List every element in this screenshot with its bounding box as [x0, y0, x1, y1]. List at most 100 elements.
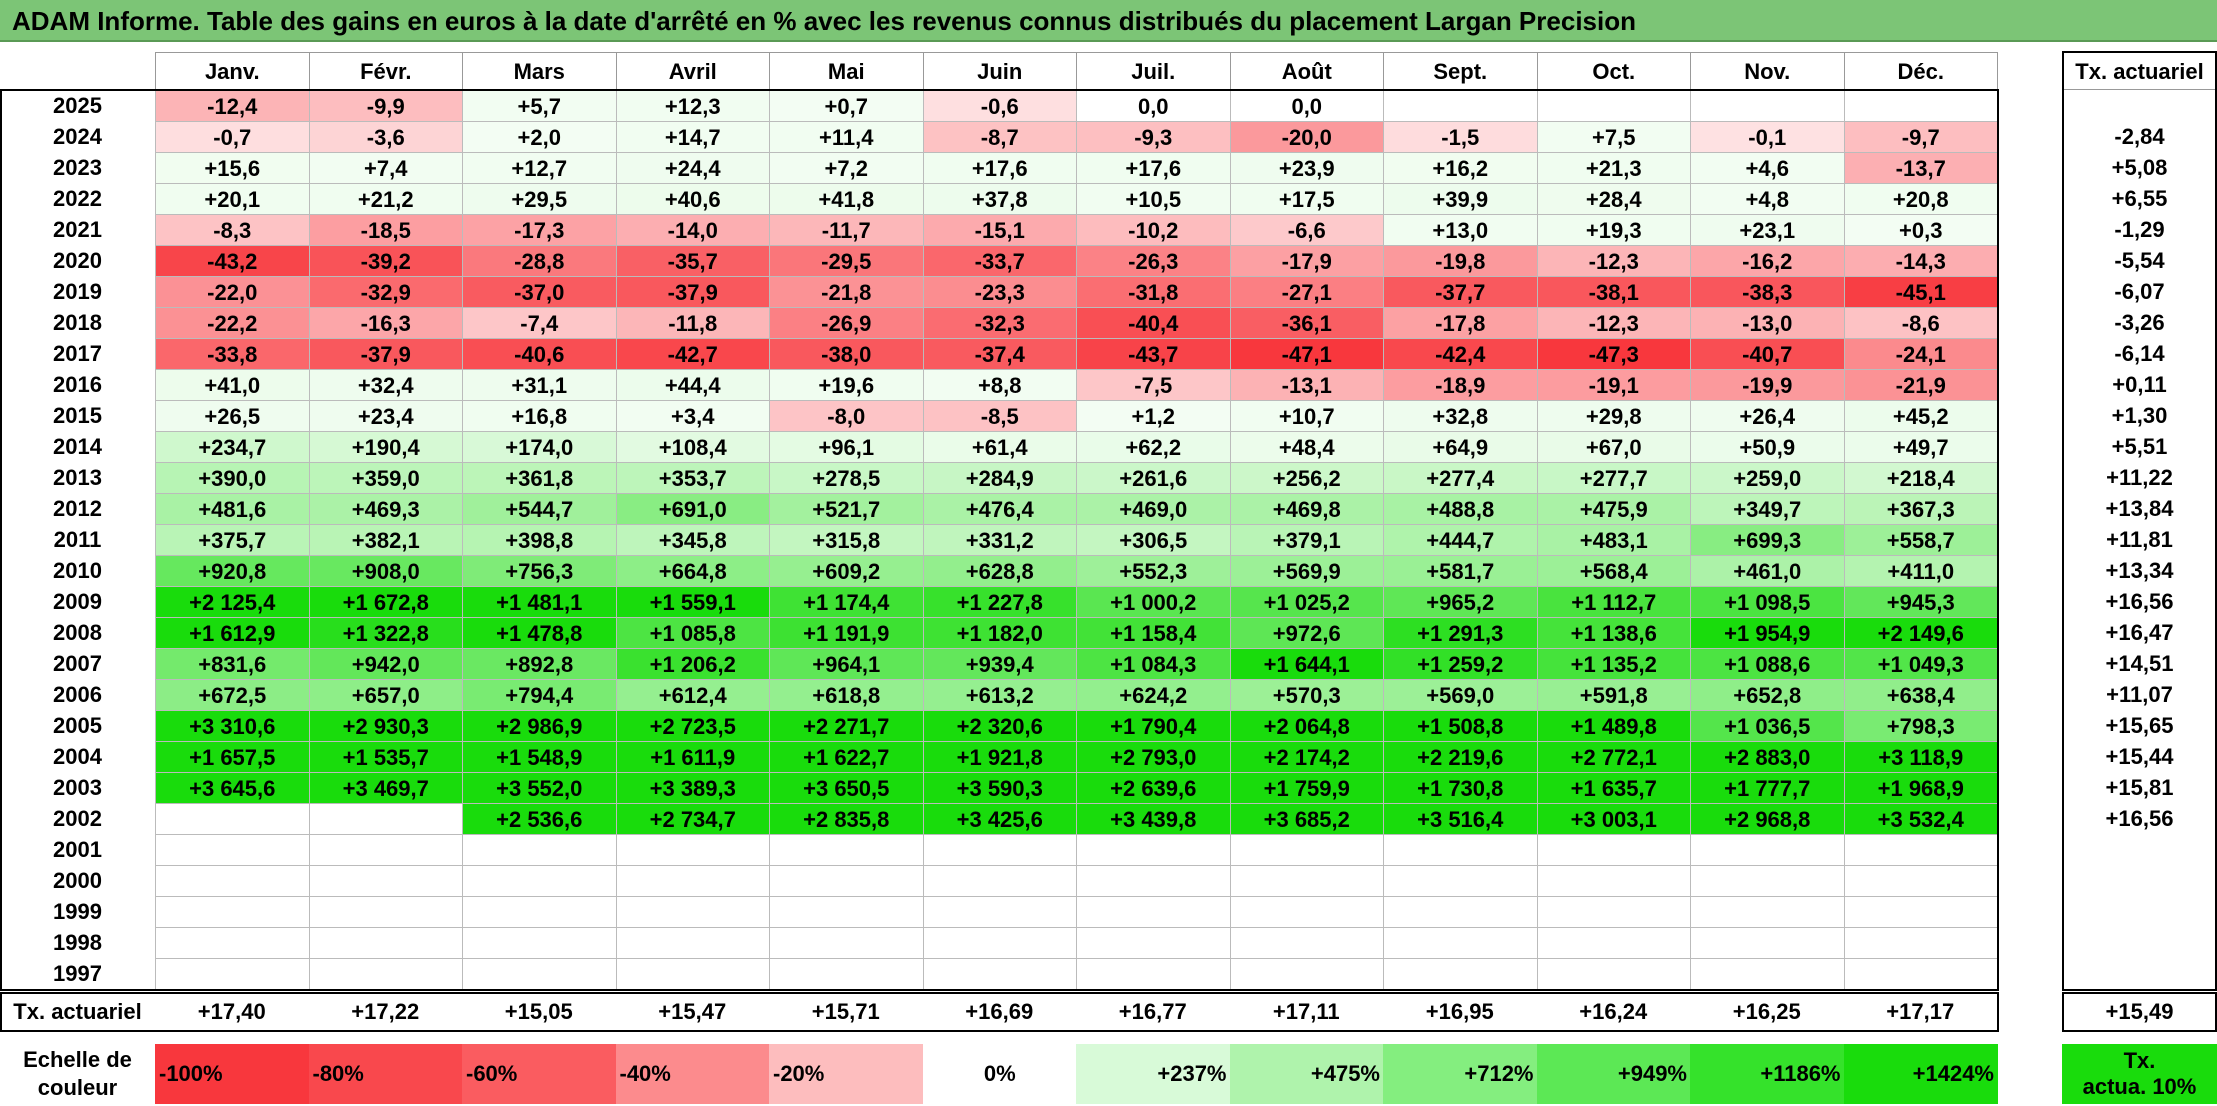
table-cell[interactable]: [308, 896, 463, 928]
table-cell[interactable]: +2 064,8: [1229, 710, 1384, 742]
table-cell[interactable]: +20,8: [1843, 183, 1998, 215]
table-cell[interactable]: -0,1: [1690, 121, 1845, 153]
table-cell[interactable]: [155, 834, 310, 866]
table-cell[interactable]: [922, 958, 1077, 990]
table-cell[interactable]: 0,0: [1076, 90, 1231, 122]
table-cell[interactable]: [922, 927, 1077, 959]
table-cell[interactable]: -10,2: [1076, 214, 1231, 246]
table-cell[interactable]: +1 259,2: [1383, 648, 1538, 680]
table-cell[interactable]: +1 508,8: [1383, 710, 1538, 742]
table-cell[interactable]: +2 883,0: [1690, 741, 1845, 773]
table-cell[interactable]: +1 777,7: [1690, 772, 1845, 804]
table-cell[interactable]: +1 025,2: [1229, 586, 1384, 618]
table-cell[interactable]: +24,4: [615, 152, 770, 184]
table-cell[interactable]: +2 793,0: [1076, 741, 1231, 773]
table-cell[interactable]: +345,8: [615, 524, 770, 556]
table-cell[interactable]: -19,8: [1383, 245, 1538, 277]
table-cell[interactable]: -18,5: [308, 214, 463, 246]
table-cell[interactable]: [922, 865, 1077, 897]
table-cell[interactable]: +174,0: [462, 431, 617, 463]
table-cell[interactable]: +1 612,9: [155, 617, 310, 649]
table-cell[interactable]: [1843, 865, 1998, 897]
table-cell[interactable]: +831,6: [155, 648, 310, 680]
table-cell[interactable]: +1 291,3: [1383, 617, 1538, 649]
table-cell[interactable]: -11,7: [769, 214, 924, 246]
table-cell[interactable]: [1690, 927, 1845, 959]
table-cell[interactable]: -16,2: [1690, 245, 1845, 277]
table-cell[interactable]: [1536, 958, 1691, 990]
table-cell[interactable]: +349,7: [1690, 493, 1845, 525]
table-cell[interactable]: -38,0: [769, 338, 924, 370]
table-cell[interactable]: +664,8: [615, 555, 770, 587]
table-cell[interactable]: [615, 834, 770, 866]
table-cell[interactable]: +1 481,1: [462, 586, 617, 618]
table-cell[interactable]: [1843, 927, 1998, 959]
table-cell[interactable]: -16,3: [308, 307, 463, 339]
table-cell[interactable]: [1076, 834, 1231, 866]
table-cell[interactable]: +21,3: [1536, 152, 1691, 184]
table-cell[interactable]: +14,7: [615, 121, 770, 153]
table-cell[interactable]: -8,0: [769, 400, 924, 432]
table-cell[interactable]: +19,6: [769, 369, 924, 401]
table-cell[interactable]: [1383, 896, 1538, 928]
table-cell[interactable]: +2 723,5: [615, 710, 770, 742]
table-cell[interactable]: +367,3: [1843, 493, 1998, 525]
table-cell[interactable]: +1 322,8: [308, 617, 463, 649]
table-cell[interactable]: [462, 896, 617, 928]
table-cell[interactable]: +3 439,8: [1076, 803, 1231, 835]
table-cell[interactable]: +277,4: [1383, 462, 1538, 494]
table-cell[interactable]: 0,0: [1229, 90, 1384, 122]
table-cell[interactable]: +37,8: [922, 183, 1077, 215]
table-cell[interactable]: [769, 834, 924, 866]
table-cell[interactable]: +359,0: [308, 462, 463, 494]
table-cell[interactable]: +942,0: [308, 648, 463, 680]
table-cell[interactable]: +32,8: [1383, 400, 1538, 432]
table-cell[interactable]: [1076, 927, 1231, 959]
table-cell[interactable]: -9,7: [1843, 121, 1998, 153]
table-cell[interactable]: +1 622,7: [769, 741, 924, 773]
table-cell[interactable]: +1 049,3: [1843, 648, 1998, 680]
table-cell[interactable]: +278,5: [769, 462, 924, 494]
table-cell[interactable]: +552,3: [1076, 555, 1231, 587]
table-cell[interactable]: +1 174,4: [769, 586, 924, 618]
table-cell[interactable]: -47,1: [1229, 338, 1384, 370]
table-cell[interactable]: +31,1: [462, 369, 617, 401]
table-cell[interactable]: -14,3: [1843, 245, 1998, 277]
table-cell[interactable]: -32,3: [922, 307, 1077, 339]
table-cell[interactable]: [1229, 896, 1384, 928]
table-cell[interactable]: +48,4: [1229, 431, 1384, 463]
table-cell[interactable]: [1383, 927, 1538, 959]
table-cell[interactable]: +3 516,4: [1383, 803, 1538, 835]
table-cell[interactable]: +3 650,5: [769, 772, 924, 804]
table-cell[interactable]: +3 425,6: [922, 803, 1077, 835]
table-cell[interactable]: +64,9: [1383, 431, 1538, 463]
table-cell[interactable]: +108,4: [615, 431, 770, 463]
table-cell[interactable]: -19,1: [1536, 369, 1691, 401]
table-cell[interactable]: +1 611,9: [615, 741, 770, 773]
table-cell[interactable]: +638,4: [1843, 679, 1998, 711]
table-cell[interactable]: -39,2: [308, 245, 463, 277]
table-cell[interactable]: [308, 803, 463, 835]
table-cell[interactable]: +190,4: [308, 431, 463, 463]
table-cell[interactable]: +1 657,5: [155, 741, 310, 773]
table-cell[interactable]: [155, 803, 310, 835]
table-cell[interactable]: +2 968,8: [1690, 803, 1845, 835]
table-cell[interactable]: [155, 896, 310, 928]
table-cell[interactable]: +612,4: [615, 679, 770, 711]
table-cell[interactable]: +483,1: [1536, 524, 1691, 556]
table-cell[interactable]: [1536, 896, 1691, 928]
table-cell[interactable]: +613,2: [922, 679, 1077, 711]
table-cell[interactable]: -8,6: [1843, 307, 1998, 339]
table-cell[interactable]: -37,7: [1383, 276, 1538, 308]
table-cell[interactable]: [1229, 834, 1384, 866]
table-cell[interactable]: +23,1: [1690, 214, 1845, 246]
table-cell[interactable]: +7,2: [769, 152, 924, 184]
table-cell[interactable]: +1 088,6: [1690, 648, 1845, 680]
table-cell[interactable]: [1843, 90, 1998, 122]
table-cell[interactable]: [1690, 90, 1845, 122]
table-cell[interactable]: +256,2: [1229, 462, 1384, 494]
table-cell[interactable]: -37,4: [922, 338, 1077, 370]
table-cell[interactable]: -32,9: [308, 276, 463, 308]
table-cell[interactable]: +96,1: [769, 431, 924, 463]
table-cell[interactable]: -22,0: [155, 276, 310, 308]
